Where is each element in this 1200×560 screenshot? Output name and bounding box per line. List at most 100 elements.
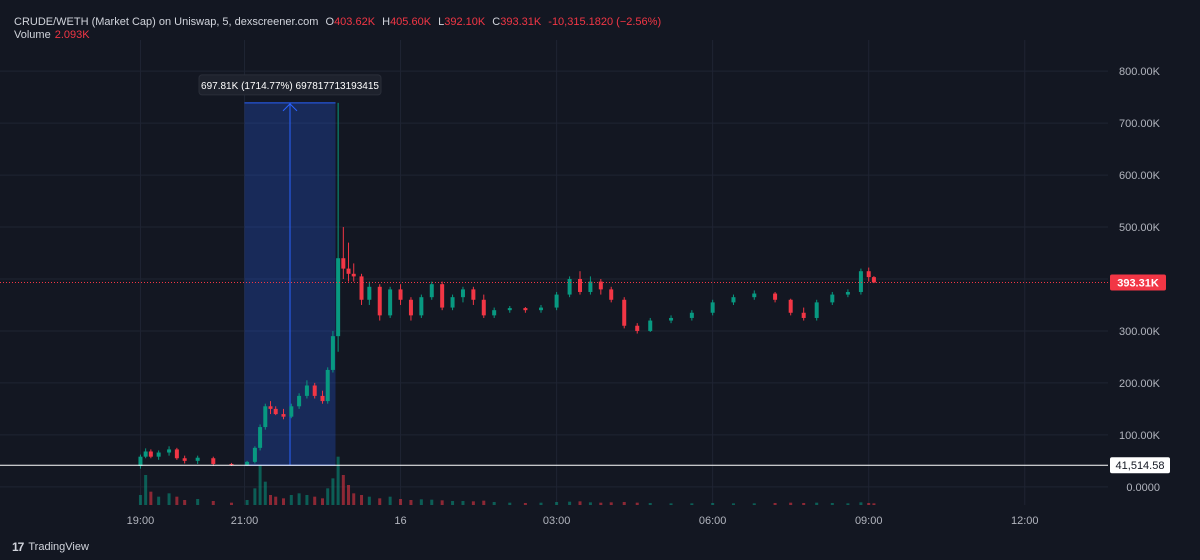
candle-body	[689, 312, 694, 318]
candle[interactable]	[492, 307, 497, 318]
candle[interactable]	[598, 278, 603, 295]
candle[interactable]	[450, 294, 455, 311]
candle[interactable]	[440, 281, 445, 311]
candle[interactable]	[312, 382, 317, 399]
candle[interactable]	[866, 267, 871, 282]
candle[interactable]	[669, 315, 674, 324]
volume-bar	[331, 478, 335, 505]
candle[interactable]	[258, 424, 263, 451]
candle[interactable]	[523, 307, 528, 313]
candle[interactable]	[419, 294, 424, 318]
candle[interactable]	[814, 299, 819, 321]
candle[interactable]	[346, 242, 351, 282]
volume-bar	[360, 495, 364, 505]
candle[interactable]	[281, 408, 286, 420]
candle-body	[567, 278, 572, 295]
candle-body	[156, 452, 161, 457]
time-tick-label: 16	[394, 515, 406, 527]
candle[interactable]	[268, 401, 273, 415]
volume-bar	[347, 485, 351, 505]
candle[interactable]	[648, 317, 653, 332]
candles[interactable]	[138, 102, 876, 469]
candle-body	[182, 458, 187, 461]
candle[interactable]	[578, 271, 583, 295]
candle[interactable]	[845, 289, 850, 298]
candle[interactable]	[588, 276, 593, 295]
candle[interactable]	[297, 393, 302, 409]
volume-label[interactable]: Volume	[14, 29, 51, 41]
candle[interactable]	[567, 276, 572, 298]
candle[interactable]	[609, 286, 614, 303]
candle[interactable]	[330, 330, 335, 373]
candle[interactable]	[182, 455, 187, 464]
candle[interactable]	[367, 281, 372, 305]
measure-label: 697.81K (1714.77%) 697817713193415	[201, 81, 379, 92]
candle[interactable]	[167, 446, 172, 456]
candle-body	[554, 294, 559, 308]
candle[interactable]	[429, 281, 434, 300]
candle[interactable]	[148, 449, 153, 459]
volume-bar	[773, 503, 777, 505]
candle[interactable]	[554, 291, 559, 311]
candle-body	[367, 286, 372, 300]
candle[interactable]	[801, 307, 806, 321]
candle[interactable]	[195, 455, 200, 464]
time-axis[interactable]: 19:00 21:00 16 03:00 06:00 09:00 12:00	[127, 515, 1039, 527]
candle[interactable]	[481, 294, 486, 318]
candle[interactable]	[174, 447, 179, 460]
candle-body	[429, 284, 434, 298]
candle[interactable]	[830, 291, 835, 305]
candle[interactable]	[377, 284, 382, 321]
candle[interactable]	[211, 456, 216, 467]
candle[interactable]	[336, 102, 341, 352]
candle[interactable]	[471, 286, 476, 305]
candle[interactable]	[635, 323, 640, 334]
volume-bar	[313, 496, 317, 505]
candle[interactable]	[289, 403, 294, 419]
candle[interactable]	[398, 284, 403, 305]
time-tick-label: 12:00	[1011, 515, 1039, 527]
candle[interactable]	[752, 290, 757, 300]
measure-tool[interactable]: 697.81K (1714.77%) 697817713193415	[198, 74, 382, 466]
candle-body	[346, 268, 351, 274]
candle[interactable]	[138, 454, 143, 469]
candle[interactable]	[689, 310, 694, 321]
price-axis[interactable]: 800.00K700.00K600.00K500.00K400.00K300.0…	[1110, 66, 1170, 494]
candle[interactable]	[773, 291, 778, 303]
candle-body	[609, 289, 614, 300]
hline-price-badge	[1110, 457, 1170, 474]
tradingview-branding[interactable]: 17 TradingView	[12, 540, 89, 554]
candle[interactable]	[252, 446, 257, 464]
candle[interactable]	[788, 298, 793, 316]
horizontal-line[interactable]	[0, 281, 1108, 466]
candle[interactable]	[507, 306, 512, 313]
symbol-title[interactable]: CRUDE/WETH (Market Cap) on Uniswap, 5, d…	[14, 16, 319, 28]
candle[interactable]	[538, 304, 543, 313]
candle[interactable]	[731, 294, 736, 305]
candle[interactable]	[325, 367, 330, 404]
candle[interactable]	[304, 380, 309, 399]
candle[interactable]	[710, 299, 715, 316]
low-label: L	[438, 16, 445, 28]
candle[interactable]	[359, 273, 364, 305]
volume-bar	[440, 500, 444, 505]
candle[interactable]	[341, 227, 346, 279]
candle[interactable]	[143, 448, 148, 459]
volume-bar	[253, 488, 257, 505]
candle[interactable]	[408, 297, 413, 321]
candle[interactable]	[871, 276, 876, 284]
candle[interactable]	[156, 450, 161, 460]
volume-bar	[471, 501, 475, 505]
candle[interactable]	[320, 390, 325, 404]
candle[interactable]	[858, 268, 863, 295]
volume-bar	[568, 501, 572, 505]
candle[interactable]	[263, 403, 268, 430]
candle[interactable]	[273, 406, 278, 416]
candle[interactable]	[351, 263, 356, 282]
candle[interactable]	[460, 286, 465, 303]
candle-body	[398, 289, 403, 300]
high-value: 405.60K	[390, 16, 432, 28]
candle[interactable]	[622, 297, 627, 329]
candle[interactable]	[388, 286, 393, 318]
